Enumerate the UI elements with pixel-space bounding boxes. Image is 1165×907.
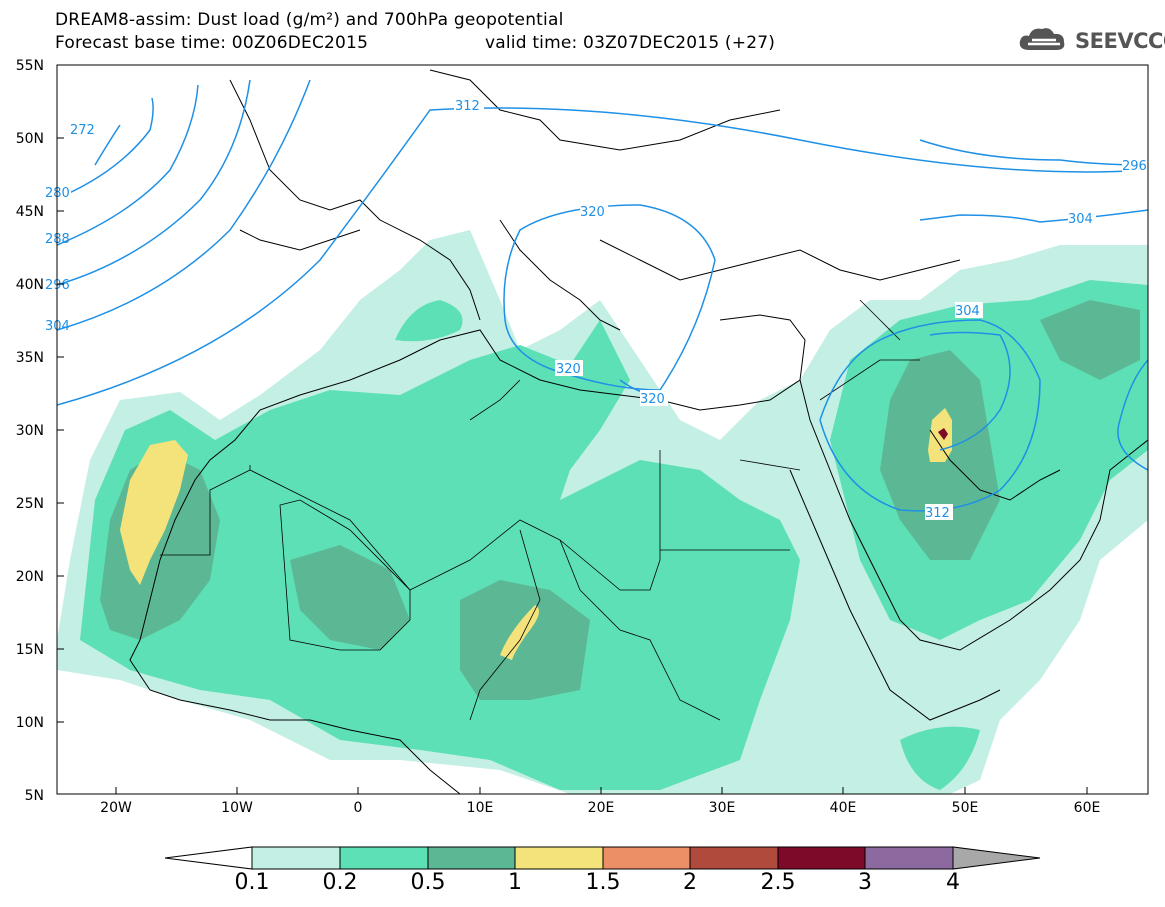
dust-region-0.5 xyxy=(100,300,1140,700)
contour-296b xyxy=(919,139,1148,166)
colorbar-tick-label: 0.5 xyxy=(410,870,446,895)
lat-label: 30N xyxy=(15,423,44,439)
contour-288 xyxy=(57,84,199,246)
contour-label-320a: 320 xyxy=(580,205,605,220)
contour-280 xyxy=(64,97,154,196)
lat-label: 45N xyxy=(15,204,44,220)
lat-label: 50N xyxy=(15,131,44,147)
colorbar-tick-label: 1 xyxy=(508,870,522,895)
contour-label-272: 272 xyxy=(70,123,95,138)
contour-272 xyxy=(94,124,121,166)
colorbar-bin-1 xyxy=(251,846,341,870)
lat-label: 35N xyxy=(15,350,44,366)
colorbar-bin-8 xyxy=(864,846,954,870)
colorbar-tick-label: 2 xyxy=(683,870,697,895)
colorbar-tick-label: 0.2 xyxy=(322,870,358,895)
contour-label-296b: 296 xyxy=(1122,159,1147,174)
lon-label: 10E xyxy=(466,800,494,816)
contour-304 xyxy=(57,79,311,331)
colorbar-bin-5 xyxy=(602,846,691,870)
colorbar-under-arrow xyxy=(164,846,253,870)
colorbar-bin-7 xyxy=(777,846,866,870)
dust-region-2.5 xyxy=(938,428,948,440)
forecast-base-time: Forecast base time: 00Z06DEC2015 xyxy=(55,33,369,53)
colorbar-over-arrow xyxy=(952,846,1041,870)
colorbar-tick-label: 2.5 xyxy=(760,870,796,895)
lon-label: 10W xyxy=(221,800,253,816)
contour-312b xyxy=(819,319,1041,512)
contour-304c xyxy=(929,331,1011,451)
lon-label: 20E xyxy=(587,800,615,816)
colorbar-bin-2 xyxy=(339,846,429,870)
contour-296 xyxy=(57,79,251,286)
contour-320 xyxy=(503,204,716,391)
lon-label: 30E xyxy=(708,800,736,816)
lon-label: 20W xyxy=(100,800,132,816)
map-subtitle: Forecast base time: 00Z06DEC2015 valid ti… xyxy=(55,33,775,53)
colorbar-tick-label: 0.1 xyxy=(234,870,270,895)
contour-label-320b: 320 xyxy=(556,362,581,377)
lat-label: 20N xyxy=(15,569,44,585)
colorbar-tick-label: 3 xyxy=(858,870,872,895)
lon-label: 50E xyxy=(951,800,979,816)
contour-label-312: 312 xyxy=(455,99,480,114)
lat-label: 40N xyxy=(15,277,44,293)
colorbar-tick-label: 4 xyxy=(946,870,960,895)
contour-label-304c: 304 xyxy=(1068,212,1093,227)
lat-label: 55N xyxy=(15,58,44,74)
map-title: DREAM8-assim: Dust load (g/m²) and 700hP… xyxy=(55,10,564,30)
colorbar-bin-3 xyxy=(427,846,516,870)
lon-label: 0 xyxy=(353,800,363,816)
logo-text: SEEVCCC xyxy=(1075,29,1165,53)
lat-label: 5N xyxy=(24,788,44,804)
lat-label: 25N xyxy=(15,496,44,512)
contour-label-312b: 312 xyxy=(925,506,950,521)
lat-label: 15N xyxy=(15,642,44,658)
colorbar-bin-6 xyxy=(689,846,779,870)
cloud-logo-icon xyxy=(1019,28,1065,50)
colorbar xyxy=(164,846,1041,870)
contour-label-320c: 320 xyxy=(640,392,665,407)
coastlines xyxy=(129,69,1148,794)
contour-304b xyxy=(919,209,1148,223)
country-borders xyxy=(160,299,920,721)
lon-label: 40E xyxy=(829,800,857,816)
axis-ticks xyxy=(57,64,1088,794)
colorbar-bin-4 xyxy=(514,846,604,870)
valid-time: valid time: 03Z07DEC2015 (+27) xyxy=(485,33,776,53)
lat-label: 10N xyxy=(15,715,44,731)
colorbar-tick-label: 1.5 xyxy=(585,870,621,895)
lon-label: 60E xyxy=(1073,800,1101,816)
contour-label-304b: 304 xyxy=(955,304,980,319)
contour-288b xyxy=(1117,359,1148,471)
